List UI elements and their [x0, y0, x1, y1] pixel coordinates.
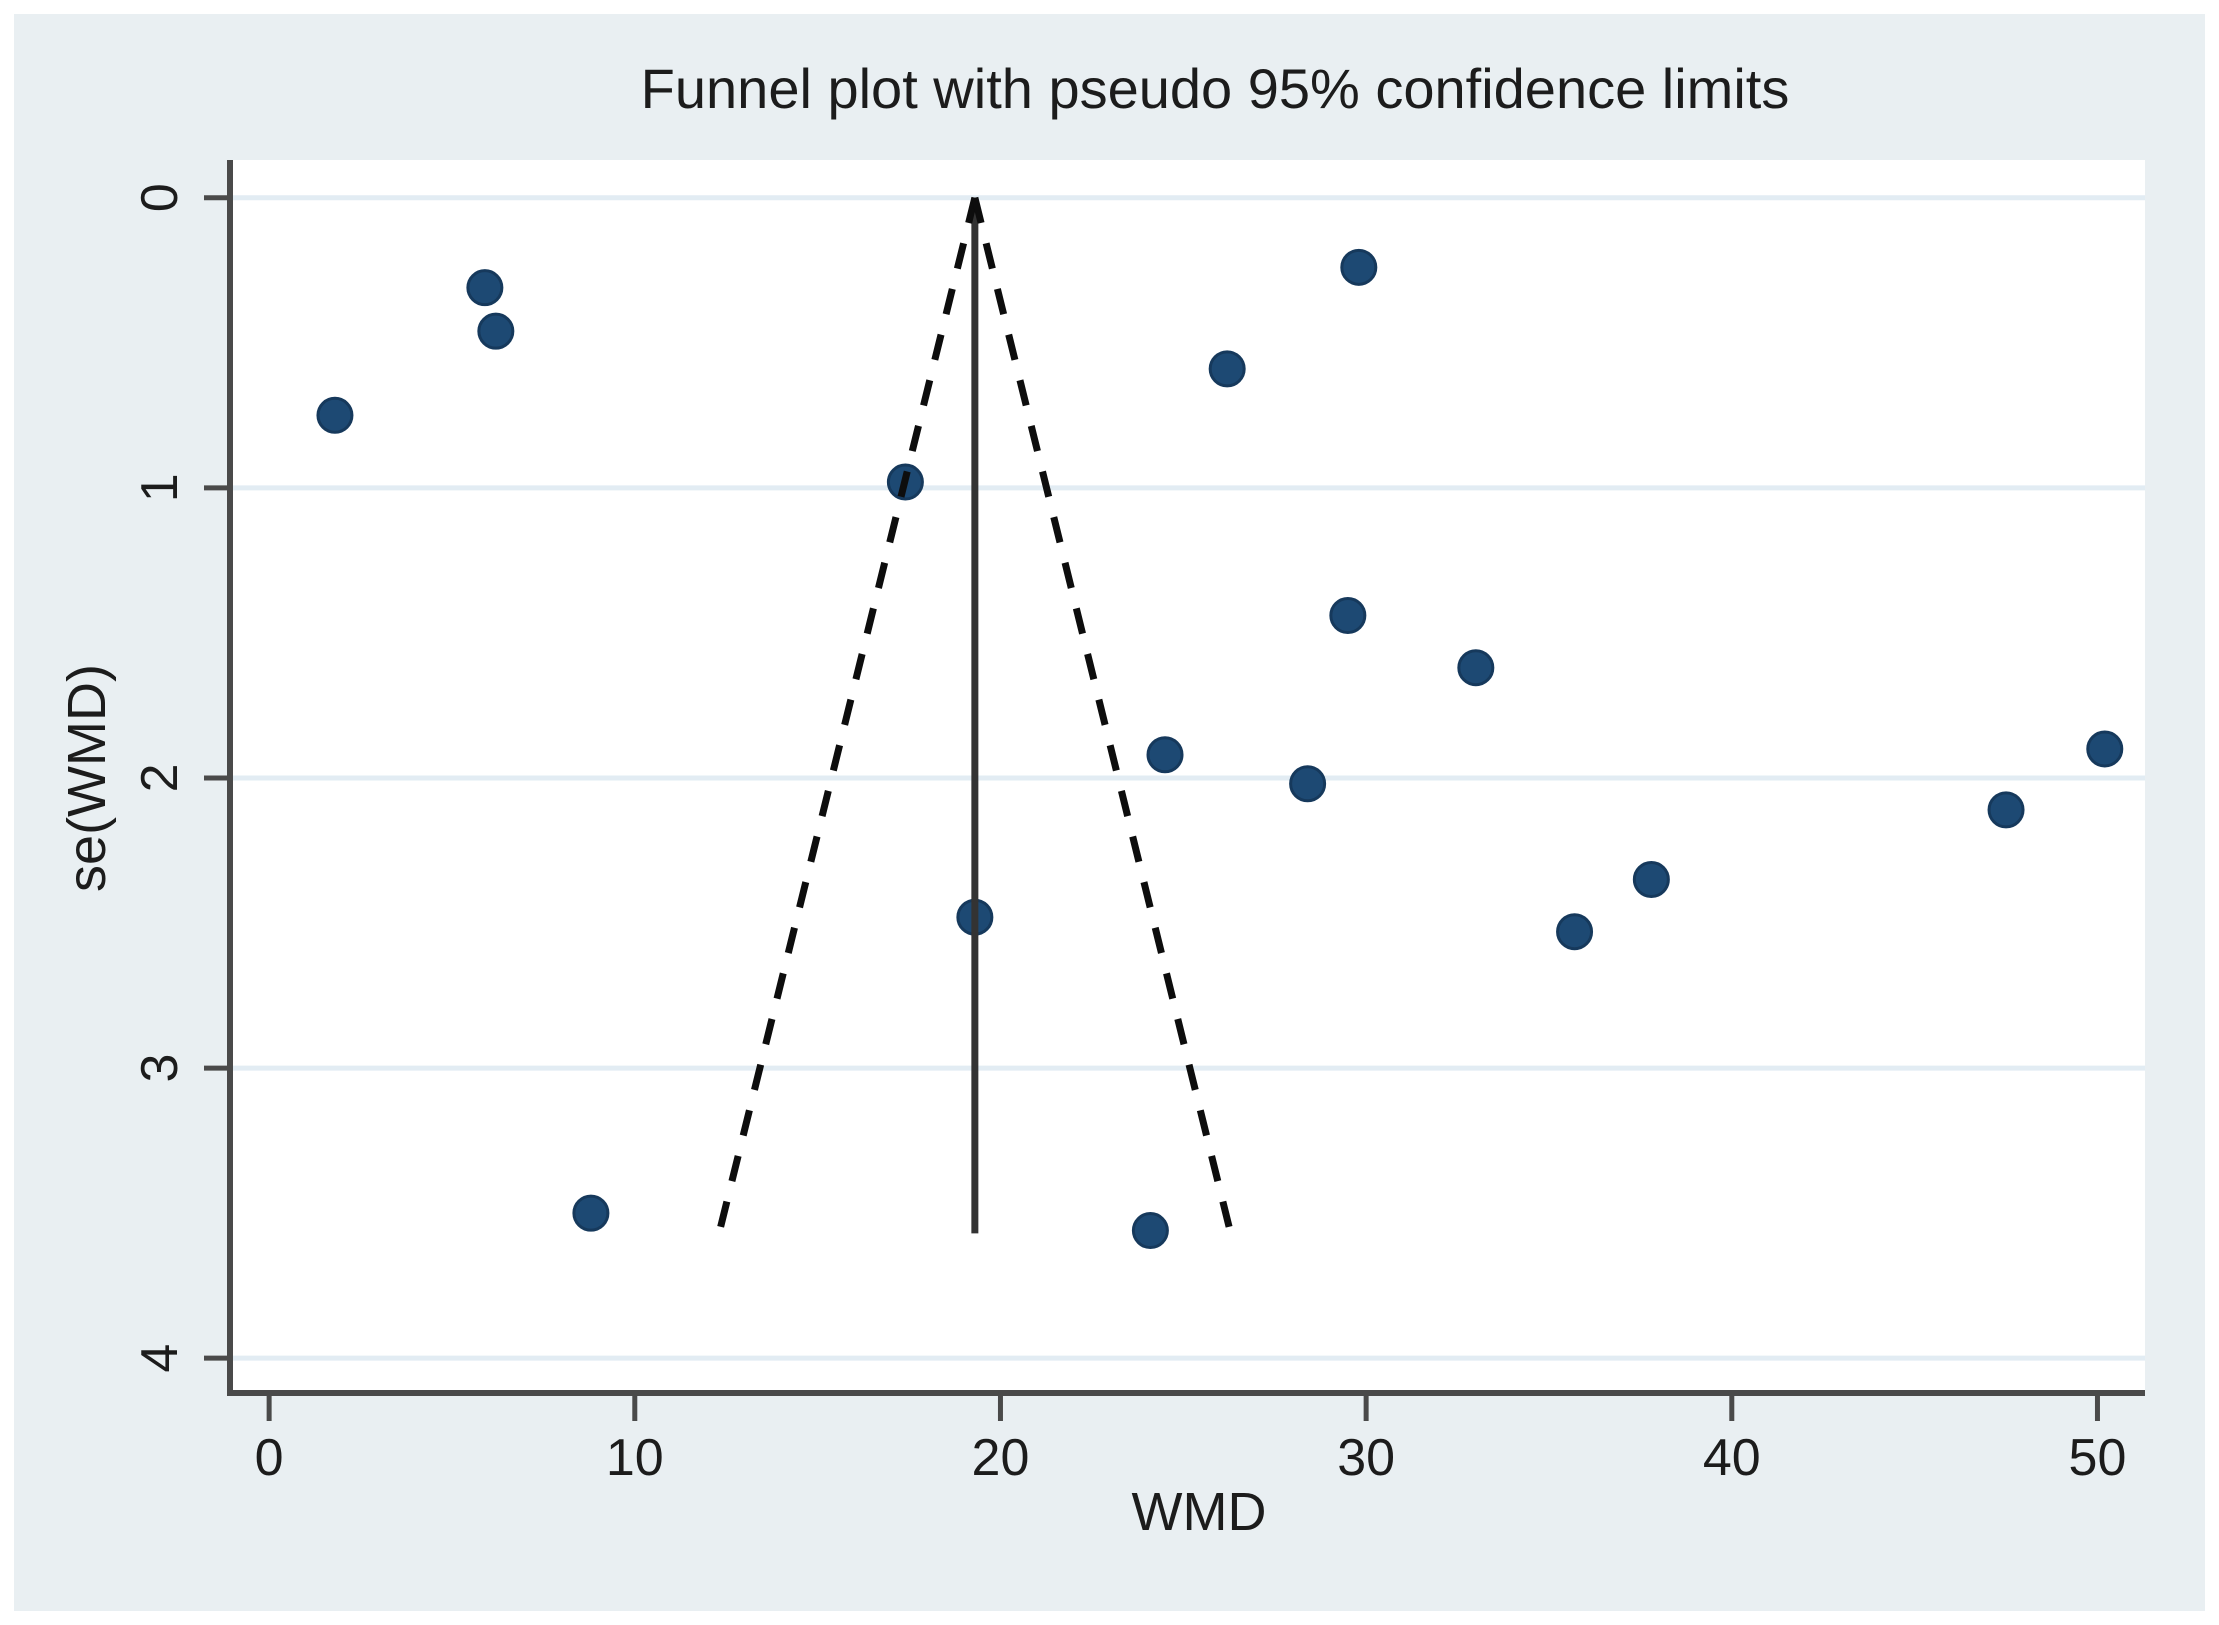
axes: 0 10 20 30 40 50 0 1 2 3 4 — [131, 160, 2145, 1487]
data-point-15 — [572, 1194, 610, 1232]
data-point-7 — [1457, 649, 1495, 687]
y-axis-label: se(WMD) — [57, 664, 117, 892]
data-point-16 — [1131, 1212, 1169, 1250]
x-axis-label: WMD — [1132, 1482, 1267, 1542]
y-tick-label-4: 4 — [131, 1344, 189, 1373]
funnel-lines — [715, 196, 1235, 1235]
data-point-2 — [477, 312, 515, 350]
data-point-0 — [316, 396, 354, 434]
x-tick-label-40: 40 — [1703, 1429, 1761, 1487]
data-point-9 — [1289, 765, 1327, 803]
data-point-6 — [1329, 596, 1367, 634]
x-tick-label-20: 20 — [972, 1429, 1030, 1487]
data-point-4 — [1340, 248, 1378, 286]
funnel-right-ci-line — [971, 196, 1235, 1235]
data-point-8 — [1146, 736, 1184, 774]
x-tick-label-50: 50 — [2069, 1429, 2127, 1487]
data-point-10 — [2086, 730, 2124, 768]
funnel-left-ci-line — [715, 196, 979, 1235]
chart-title: Funnel plot with pseudo 95% confidence l… — [641, 57, 1790, 120]
x-tick-label-0: 0 — [255, 1429, 284, 1487]
x-tick-label-30: 30 — [1337, 1429, 1395, 1487]
y-tick-label-2: 2 — [131, 763, 189, 792]
data-point-11 — [1987, 791, 2025, 829]
data-point-1 — [466, 269, 504, 307]
gridlines — [230, 195, 2145, 1361]
scatter-points — [316, 248, 2124, 1250]
y-tick-label-1: 1 — [131, 473, 189, 502]
y-tick-label-3: 3 — [131, 1054, 189, 1083]
data-point-13 — [1556, 913, 1594, 951]
data-point-12 — [1632, 860, 1670, 898]
data-point-5 — [1208, 350, 1246, 388]
y-tick-label-0: 0 — [131, 183, 189, 212]
x-tick-label-10: 10 — [606, 1429, 664, 1487]
